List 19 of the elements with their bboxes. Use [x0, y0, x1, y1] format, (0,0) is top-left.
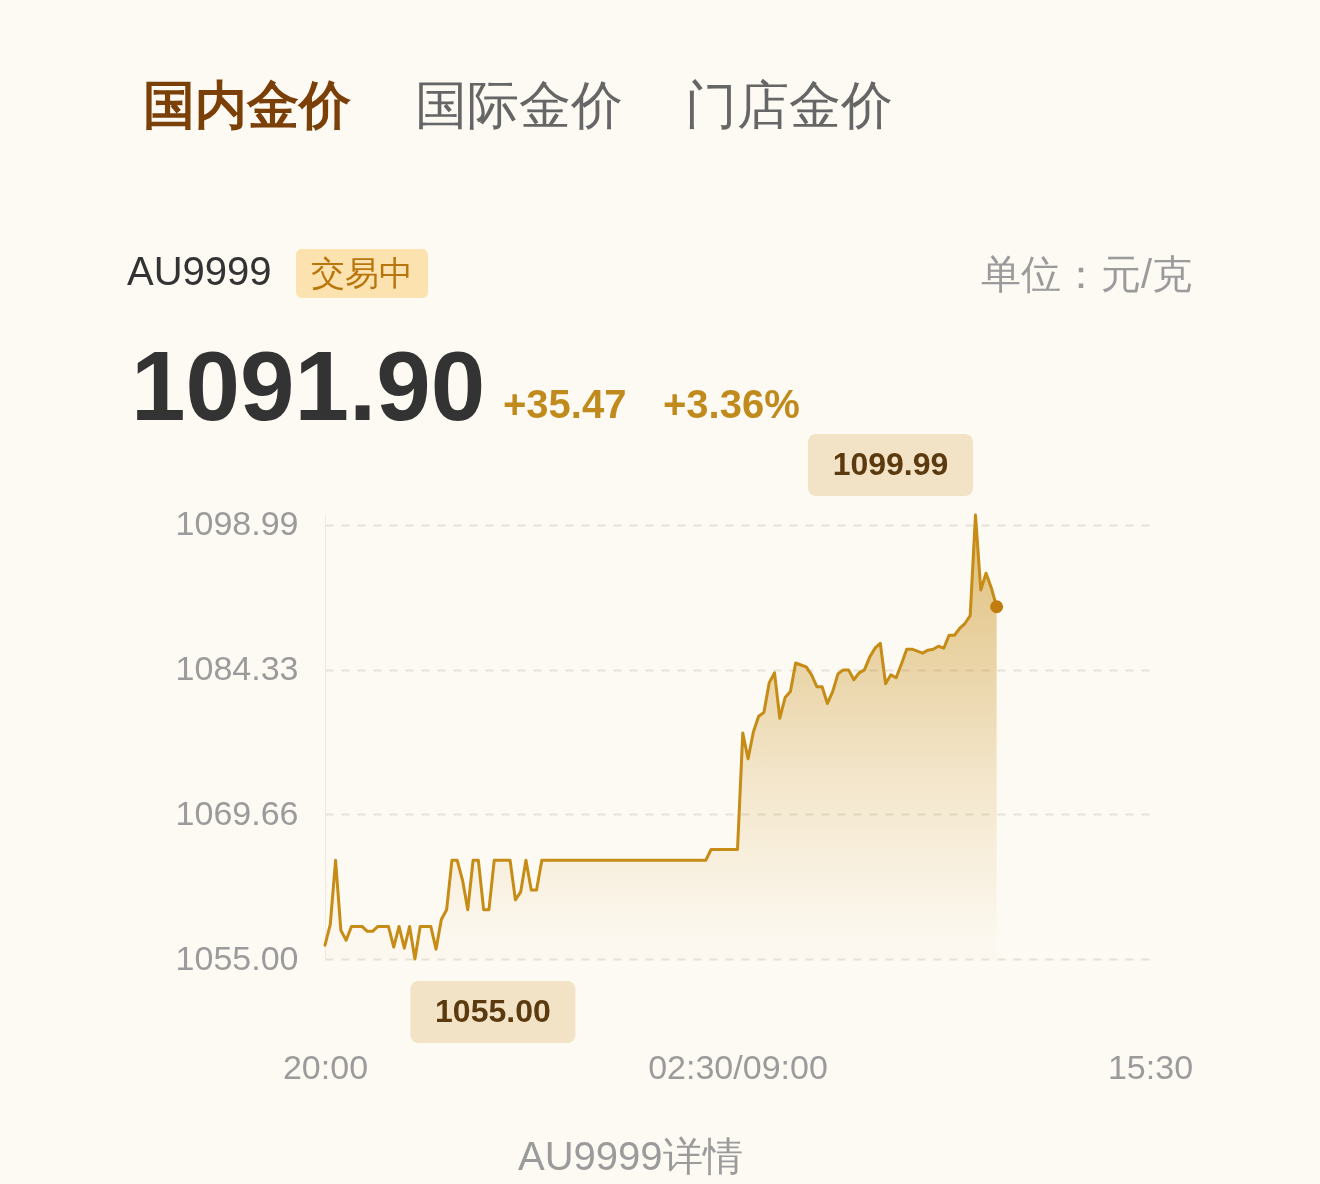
y-tick-label: 1069.66	[175, 793, 299, 832]
text: 1091.90	[131, 331, 486, 441]
text: 交易中	[311, 254, 413, 292]
x-tick-label: 15:30	[1107, 1047, 1194, 1086]
text: 单位：元/克	[980, 252, 1192, 296]
data-label: 1099.99	[832, 446, 949, 483]
chart-title: AU9999	[127, 249, 272, 293]
x-tick-label: 20:00	[282, 1047, 369, 1086]
text: 国际金价	[415, 76, 623, 134]
text: AU9999详情	[518, 1134, 743, 1178]
text: +3.36%	[663, 382, 800, 426]
y-tick-label: 1084.33	[175, 649, 299, 688]
y-tick-label: 1055.00	[175, 938, 299, 977]
text: 门店金价	[685, 76, 893, 134]
text: +35.47	[503, 382, 627, 426]
y-tick-label: 1098.99	[175, 504, 299, 543]
x-tick-label: 02:30/09:00	[648, 1047, 828, 1086]
text: 国内金价	[143, 76, 351, 134]
data-label: 1055.00	[435, 993, 551, 1029]
